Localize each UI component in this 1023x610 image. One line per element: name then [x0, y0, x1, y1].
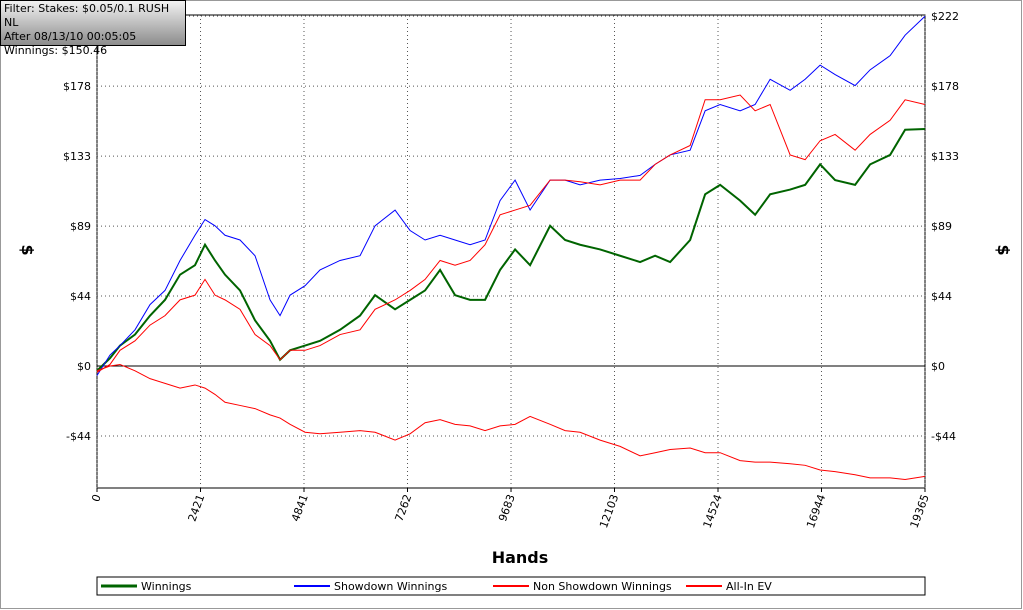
x-tick-label: 0	[89, 493, 104, 504]
x-axis-label: Hands	[492, 548, 549, 567]
series-line	[96, 94, 926, 373]
y-tick-label: -$44	[66, 430, 91, 443]
y-tick-label-right: $222	[931, 10, 959, 23]
legend-label: Non Showdown Winnings	[533, 580, 672, 593]
series-line	[96, 363, 926, 480]
y-tick-label-right: $178	[931, 80, 959, 93]
y-tick-label: $133	[63, 150, 91, 163]
series-line	[96, 15, 926, 376]
y-tick-label-right: $89	[931, 220, 952, 233]
filter-box: Filter: Stakes: $0.05/0.1 RUSH NL After …	[0, 0, 186, 57]
y-tick-label-right: $133	[931, 150, 959, 163]
y-tick-label: $44	[70, 290, 91, 303]
legend-label: Winnings	[141, 580, 192, 593]
y-axis-label-right: $	[994, 244, 1013, 255]
y-tick-label-right: -$44	[931, 430, 956, 443]
y-tick-label-right: $44	[931, 290, 952, 303]
filter-line: After 08/13/10 00:05:05	[4, 30, 137, 43]
y-axis-label: $	[18, 244, 37, 255]
y-tick-label: $178	[63, 80, 91, 93]
y-tick-label: $0	[77, 360, 91, 373]
y-tick-label-right: $0	[931, 360, 945, 373]
filter-line: Winnings: $150.46	[4, 44, 108, 57]
y-tick-label: $89	[70, 220, 91, 233]
legend-label: All-In EV	[726, 580, 772, 593]
legend-label: Showdown Winnings	[334, 580, 448, 593]
series-line	[96, 127, 926, 372]
filter-line: Filter: Stakes: $0.05/0.1 RUSH NL	[4, 2, 170, 29]
